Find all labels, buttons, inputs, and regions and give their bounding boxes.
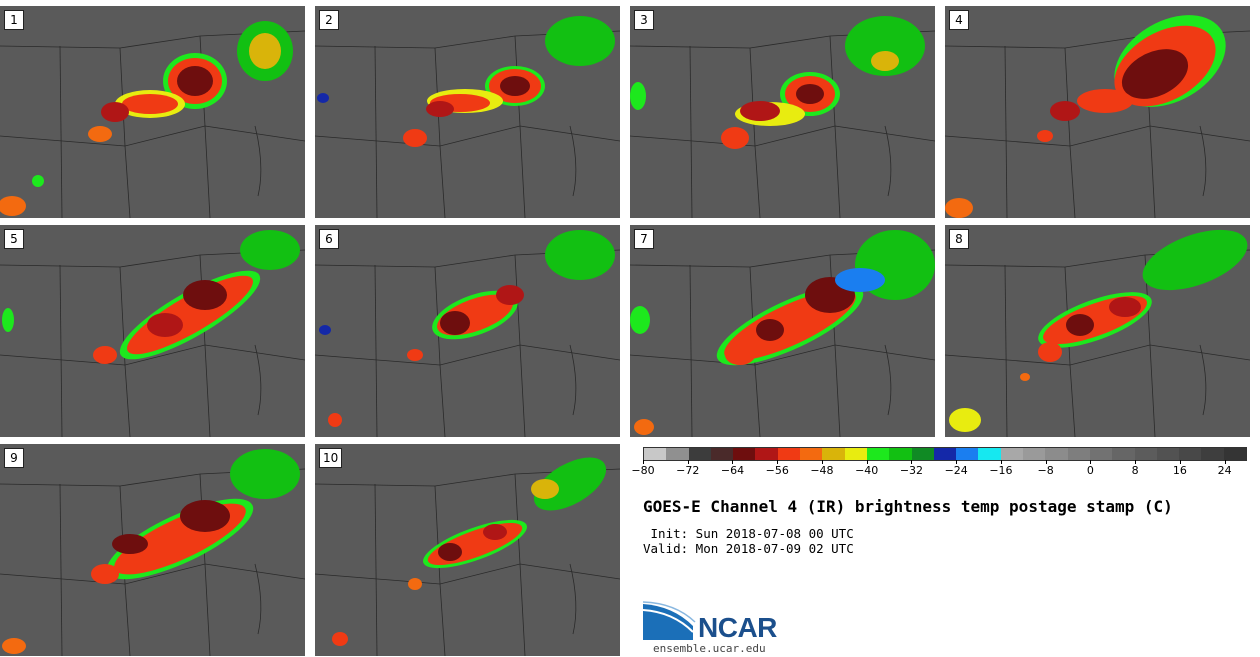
panel-label: 6 bbox=[319, 229, 339, 249]
ir-map bbox=[630, 225, 935, 437]
tick-label: −40 bbox=[855, 464, 879, 477]
panel-label: 4 bbox=[949, 10, 969, 30]
tick-label: −24 bbox=[944, 464, 968, 477]
colorbar-swatch bbox=[1045, 448, 1068, 460]
colorbar-swatch bbox=[688, 448, 711, 460]
ir-map bbox=[315, 225, 620, 437]
tick-label: −16 bbox=[989, 464, 1013, 477]
stamp-panel-8: 8 bbox=[945, 225, 1250, 437]
tick-mark bbox=[643, 460, 644, 464]
colorbar-swatch bbox=[733, 448, 756, 460]
panel-label: 10 bbox=[319, 448, 343, 468]
colorbar-swatch bbox=[844, 448, 867, 460]
colorbar-swatch bbox=[1000, 448, 1024, 460]
colorbar-swatch bbox=[956, 448, 979, 460]
colorbar-swatch bbox=[1067, 448, 1090, 460]
panel-label: 5 bbox=[4, 229, 24, 249]
tick-mark bbox=[1224, 460, 1226, 464]
stamp-panel-4: 4 bbox=[945, 6, 1250, 218]
panel-label: 8 bbox=[949, 229, 969, 249]
tick-label: 8 bbox=[1131, 464, 1139, 477]
tick-mark bbox=[1000, 460, 1002, 464]
colorbar-swatch bbox=[1023, 448, 1046, 460]
stamp-panel-6: 6 bbox=[315, 225, 620, 437]
init-time: Init: Sun 2018-07-08 00 UTC bbox=[643, 526, 854, 541]
tick-mark bbox=[911, 460, 913, 464]
ir-map bbox=[0, 444, 305, 656]
colorbar-swatch bbox=[1112, 448, 1135, 460]
ir-map bbox=[315, 444, 620, 656]
ir-map bbox=[945, 225, 1250, 437]
stamp-panel-9: 9 bbox=[0, 444, 305, 656]
stamp-panel-1: 1 bbox=[0, 6, 305, 218]
ir-map bbox=[315, 6, 620, 218]
stamp-panel-10: 10 bbox=[315, 444, 620, 656]
panel-label: 2 bbox=[319, 10, 339, 30]
ir-map bbox=[0, 6, 305, 218]
stamp-panel-7: 7 bbox=[630, 225, 935, 437]
colorbar-swatch bbox=[1223, 448, 1247, 460]
valid-time: Valid: Mon 2018-07-09 02 UTC bbox=[643, 541, 854, 556]
colorbar-swatch bbox=[1201, 448, 1224, 460]
colorbar-swatch bbox=[710, 448, 734, 460]
colorbar-swatch bbox=[911, 448, 934, 460]
ncar-logo-icon bbox=[643, 601, 696, 640]
tick-label: −8 bbox=[1037, 464, 1054, 477]
colorbar-swatch bbox=[1179, 448, 1202, 460]
stamp-panel-3: 3 bbox=[630, 6, 935, 218]
stamp-panel-5: 5 bbox=[0, 225, 305, 437]
tick-mark bbox=[821, 460, 823, 464]
colorbar-swatch bbox=[666, 448, 689, 460]
colorbar-swatch bbox=[777, 448, 801, 460]
tick-label: 16 bbox=[1172, 464, 1187, 477]
tick-mark bbox=[687, 460, 689, 464]
figure-title: GOES-E Channel 4 (IR) brightness temp po… bbox=[643, 497, 1173, 516]
colorbar-swatch bbox=[755, 448, 778, 460]
tick-label: −80 bbox=[631, 464, 655, 477]
panel-label: 9 bbox=[4, 448, 24, 468]
tick-label: −48 bbox=[810, 464, 834, 477]
tick-mark bbox=[1135, 460, 1137, 464]
colorbar-swatch bbox=[978, 448, 1001, 460]
ir-map bbox=[0, 225, 305, 437]
tick-label: 0 bbox=[1086, 464, 1094, 477]
colorbar-swatch bbox=[889, 448, 912, 460]
tick-label: 24 bbox=[1217, 464, 1232, 477]
tick-mark bbox=[956, 460, 958, 464]
colorbar-swatch bbox=[933, 448, 957, 460]
tick-label: −64 bbox=[720, 464, 745, 477]
ncar-logo-text: NCAR bbox=[698, 612, 777, 643]
colorbar-swatch bbox=[800, 448, 823, 460]
colorbar-ticks: −80−72−64−56−48−40−32−24−16−808162432 bbox=[631, 460, 1247, 480]
tick-mark bbox=[1045, 460, 1047, 464]
tick-mark bbox=[732, 460, 734, 464]
colorbar-swatch bbox=[1156, 448, 1180, 460]
colorbar-swatch bbox=[1089, 448, 1113, 460]
stamp-panel-2: 2 bbox=[315, 6, 620, 218]
ir-map bbox=[630, 6, 935, 218]
ensemble-url: ensemble.ucar.edu bbox=[653, 642, 766, 655]
ir-map bbox=[945, 6, 1250, 218]
colorbar bbox=[643, 447, 1247, 461]
panel-label: 1 bbox=[4, 10, 24, 30]
tick-label: −32 bbox=[899, 464, 924, 477]
colorbar-swatch bbox=[866, 448, 890, 460]
tick-label: −56 bbox=[765, 464, 789, 477]
tick-label: −72 bbox=[676, 464, 700, 477]
colorbar-swatch bbox=[1134, 448, 1157, 460]
colorbar-swatch bbox=[644, 448, 667, 460]
panel-label: 7 bbox=[634, 229, 654, 249]
colorbar-swatch bbox=[822, 448, 845, 460]
tick-mark bbox=[1179, 460, 1181, 464]
tick-mark bbox=[777, 460, 779, 464]
panel-label: 3 bbox=[634, 10, 654, 30]
tick-mark bbox=[1090, 460, 1092, 464]
tick-mark bbox=[866, 460, 868, 464]
